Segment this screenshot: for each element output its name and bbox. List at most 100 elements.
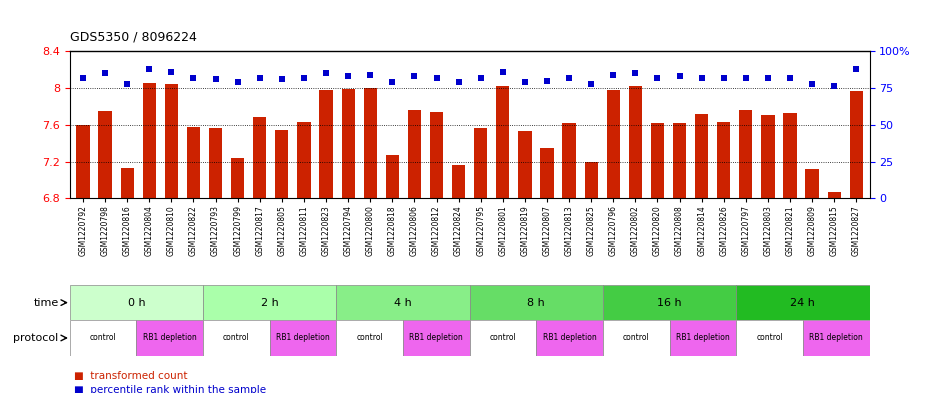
Point: [385, 79, 400, 85]
Bar: [540, 148, 553, 198]
Point: [584, 80, 599, 86]
Bar: [629, 86, 642, 198]
Text: RB1 depletion: RB1 depletion: [409, 334, 463, 342]
Bar: [828, 192, 841, 198]
Point: [782, 74, 797, 81]
Text: control: control: [223, 334, 250, 342]
Text: GDS5350 / 8096224: GDS5350 / 8096224: [70, 30, 196, 43]
Bar: [76, 125, 89, 198]
Bar: [209, 128, 222, 198]
Point: [496, 68, 511, 75]
Point: [849, 66, 864, 72]
Bar: [474, 128, 487, 198]
Point: [120, 80, 135, 86]
Point: [517, 79, 532, 85]
Point: [340, 73, 355, 79]
Point: [716, 74, 731, 81]
Text: control: control: [623, 334, 650, 342]
Text: 24 h: 24 h: [790, 298, 816, 308]
Bar: [70, 285, 203, 320]
Point: [274, 76, 289, 82]
Point: [429, 74, 444, 81]
Text: RB1 depletion: RB1 depletion: [143, 334, 196, 342]
Bar: [142, 83, 156, 198]
Point: [539, 77, 554, 84]
Point: [98, 70, 113, 76]
Bar: [407, 110, 421, 198]
Bar: [563, 123, 576, 198]
Text: RB1 depletion: RB1 depletion: [676, 334, 730, 342]
Point: [231, 79, 246, 85]
Text: control: control: [356, 334, 383, 342]
Bar: [430, 112, 443, 198]
Bar: [762, 115, 775, 198]
Point: [738, 74, 753, 81]
Bar: [386, 155, 399, 198]
Bar: [497, 86, 510, 198]
Text: 4 h: 4 h: [394, 298, 412, 308]
Point: [75, 74, 90, 81]
Bar: [603, 285, 737, 320]
Bar: [670, 320, 737, 356]
Bar: [470, 320, 537, 356]
Bar: [673, 123, 686, 198]
Text: ■  transformed count: ■ transformed count: [74, 371, 188, 381]
Bar: [803, 320, 870, 356]
Bar: [452, 165, 465, 198]
Point: [407, 73, 422, 79]
Point: [451, 79, 466, 85]
Bar: [850, 91, 863, 198]
Text: time: time: [33, 298, 59, 308]
Point: [761, 74, 776, 81]
Bar: [231, 158, 245, 198]
Bar: [606, 90, 620, 198]
Point: [804, 80, 819, 86]
Bar: [739, 110, 752, 198]
Text: 2 h: 2 h: [260, 298, 279, 308]
Bar: [121, 168, 134, 198]
Bar: [805, 169, 818, 198]
Bar: [165, 84, 178, 198]
Point: [142, 66, 157, 72]
Point: [628, 70, 643, 76]
Point: [363, 72, 378, 78]
Bar: [783, 113, 797, 198]
Text: 0 h: 0 h: [127, 298, 145, 308]
Bar: [585, 162, 598, 198]
Point: [473, 74, 488, 81]
Text: control: control: [89, 334, 116, 342]
Bar: [341, 89, 354, 198]
Bar: [537, 320, 603, 356]
Bar: [695, 114, 709, 198]
Text: RB1 depletion: RB1 depletion: [543, 334, 596, 342]
Point: [208, 76, 223, 82]
Bar: [717, 122, 730, 198]
Point: [297, 74, 312, 81]
Bar: [253, 118, 266, 198]
Text: 16 h: 16 h: [658, 298, 682, 308]
Bar: [203, 320, 270, 356]
Text: 8 h: 8 h: [527, 298, 545, 308]
Bar: [603, 320, 670, 356]
Bar: [70, 320, 137, 356]
Bar: [203, 285, 337, 320]
Bar: [275, 130, 288, 198]
Bar: [403, 320, 470, 356]
Bar: [470, 285, 603, 320]
Point: [694, 74, 709, 81]
Text: ■  percentile rank within the sample: ■ percentile rank within the sample: [74, 385, 267, 393]
Point: [252, 74, 267, 81]
Bar: [364, 88, 377, 198]
Bar: [99, 111, 112, 198]
Text: control: control: [756, 334, 783, 342]
Point: [186, 74, 201, 81]
Bar: [337, 285, 470, 320]
Bar: [270, 320, 337, 356]
Bar: [337, 320, 403, 356]
Point: [319, 70, 334, 76]
Bar: [298, 122, 311, 198]
Point: [827, 83, 842, 90]
Text: RB1 depletion: RB1 depletion: [276, 334, 330, 342]
Text: RB1 depletion: RB1 depletion: [809, 334, 863, 342]
Point: [650, 74, 665, 81]
